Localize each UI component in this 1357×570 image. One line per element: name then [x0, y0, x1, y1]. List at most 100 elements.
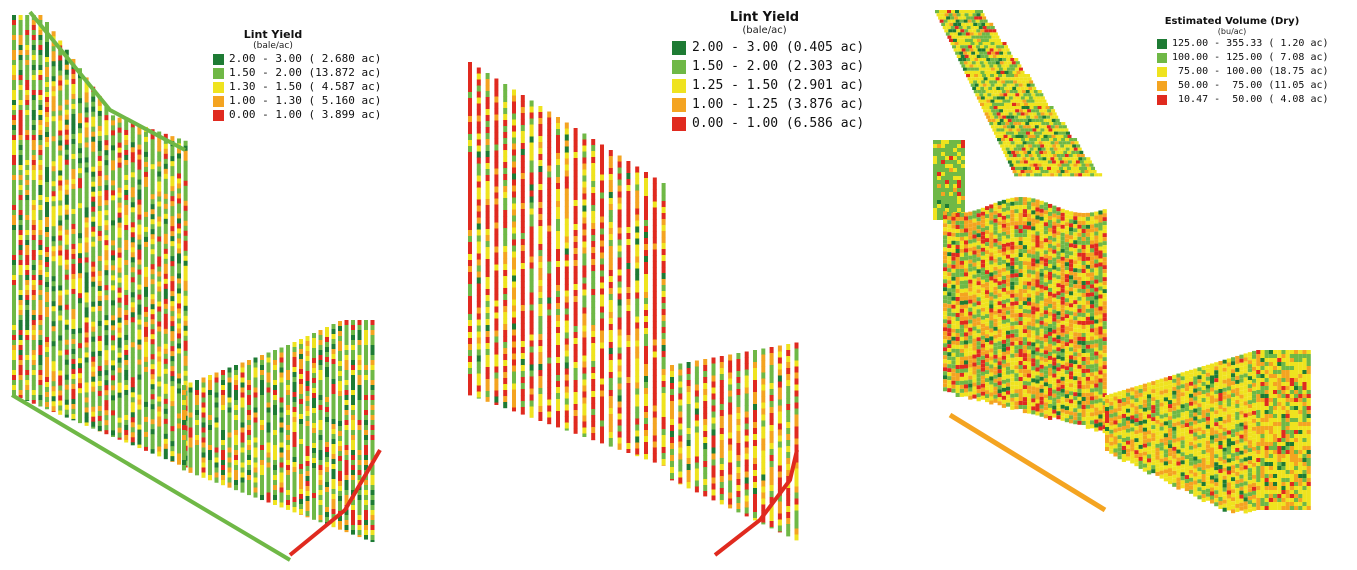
yield-cell [38, 245, 43, 251]
yield-cell [485, 127, 490, 134]
yield-cell [130, 212, 135, 218]
yield-cell [18, 215, 23, 221]
yield-cell [344, 395, 349, 401]
yield-cell [351, 380, 355, 386]
yield-cell [38, 345, 43, 351]
yield-cell [538, 244, 543, 251]
yield-cell [529, 178, 534, 185]
yield-cell [777, 375, 782, 382]
yield-cell [157, 426, 162, 432]
yield-cell [71, 93, 76, 100]
yield-cell [777, 369, 782, 376]
yield-cell [984, 45, 989, 49]
yield-cell [78, 328, 82, 334]
yield-cell [476, 223, 481, 230]
yield-cell [208, 430, 212, 436]
yield-cell [331, 374, 336, 380]
yield-cell [503, 240, 508, 247]
yield-cell [1028, 86, 1033, 90]
yield-cell [644, 220, 648, 227]
yield-cell [170, 181, 175, 187]
yield-cell [661, 423, 666, 430]
yield-cell [538, 166, 543, 173]
yield-cell [1031, 102, 1036, 106]
yield-cell [188, 457, 193, 463]
yield-cell [177, 208, 181, 214]
yield-cell [686, 452, 691, 459]
yield-cell [214, 437, 219, 443]
yield-cell [364, 355, 368, 361]
yield-cell [111, 420, 115, 426]
yield-cell [1010, 67, 1015, 71]
yield-cell [761, 468, 766, 475]
yield-cell [12, 100, 16, 106]
yield-cell [221, 475, 225, 481]
yield-cell [956, 38, 961, 42]
yield-cell [111, 225, 115, 231]
yield-cell [97, 270, 102, 277]
yield-cell [744, 405, 749, 412]
yield-cell [547, 189, 552, 196]
yield-cell [635, 334, 640, 341]
yield-cell [292, 417, 297, 423]
yield-cell [137, 164, 142, 170]
yield-cell [150, 449, 155, 454]
yield-cell [305, 446, 310, 452]
yield-cell [71, 368, 76, 375]
yield-cell [183, 350, 188, 357]
yield-cell [786, 464, 791, 471]
yield-cell [312, 333, 316, 339]
yield-cell [38, 105, 43, 111]
yield-cell [503, 108, 508, 115]
yield-cell [600, 246, 604, 253]
yield-cell [144, 296, 148, 303]
yield-cell [468, 386, 472, 393]
yield-cell [188, 382, 193, 388]
yield-cell [312, 338, 316, 344]
yield-cell [157, 336, 162, 342]
yield-cell [547, 111, 552, 118]
yield-cell [468, 284, 472, 291]
yield-cell [325, 367, 329, 373]
yield-cell [556, 123, 560, 130]
yield-cell [182, 420, 186, 426]
yield-cell [163, 258, 168, 265]
yield-cell [279, 382, 284, 388]
yield-cell [38, 250, 43, 256]
yield-cell [744, 459, 749, 466]
yield-cell [959, 51, 964, 55]
yield-cell [38, 115, 43, 121]
yield-cell [25, 185, 30, 191]
yield-cell [564, 398, 569, 405]
yield-cell [78, 313, 82, 319]
yield-cell [608, 426, 613, 433]
yield-cell [955, 51, 960, 55]
yield-cell [608, 354, 613, 361]
yield-cell [12, 225, 16, 231]
yield-cell [652, 429, 657, 436]
yield-cell [227, 417, 232, 423]
yield-cell [678, 477, 683, 484]
yield-cell [163, 248, 168, 255]
yield-cell [974, 67, 979, 71]
yield-cell [485, 205, 490, 212]
yield-cell [64, 104, 69, 111]
yield-cell [753, 374, 757, 381]
yield-cell [600, 288, 604, 295]
yield-cell [117, 157, 122, 164]
yield-cell [503, 120, 508, 127]
yield-cell [260, 390, 264, 396]
yield-cell [786, 518, 791, 525]
yield-cell [234, 435, 238, 441]
yield-cell [38, 155, 43, 161]
yield-cell [573, 380, 578, 387]
yield-cell [970, 83, 975, 87]
yield-cell [12, 270, 16, 276]
yield-cell [240, 407, 245, 413]
yield-cell [292, 437, 297, 443]
yield-cell [31, 375, 36, 381]
yield-cell [137, 214, 142, 220]
yield-cell [344, 450, 349, 456]
yield-cell [253, 407, 258, 413]
yield-cell [468, 302, 472, 309]
